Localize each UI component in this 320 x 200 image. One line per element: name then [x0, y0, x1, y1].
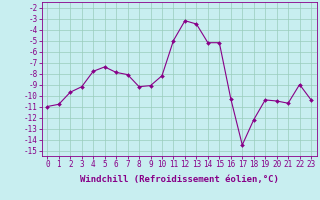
X-axis label: Windchill (Refroidissement éolien,°C): Windchill (Refroidissement éolien,°C) — [80, 175, 279, 184]
